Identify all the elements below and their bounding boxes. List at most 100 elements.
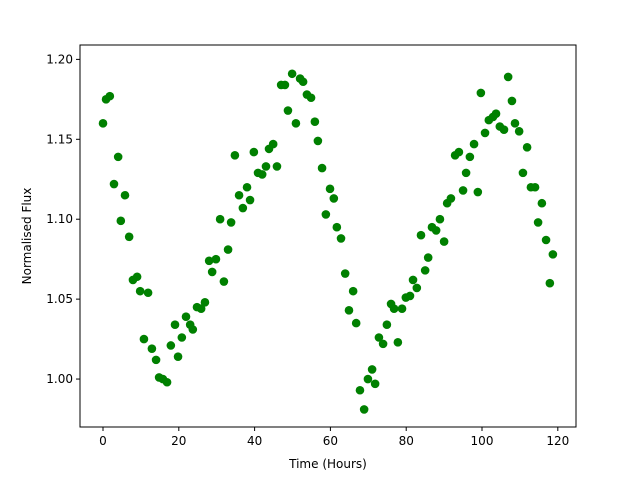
data-point xyxy=(507,96,517,106)
data-point xyxy=(325,184,335,194)
data-point xyxy=(230,150,240,160)
data-point xyxy=(257,170,267,179)
data-point xyxy=(306,93,316,103)
data-point xyxy=(370,379,380,389)
data-point xyxy=(219,277,229,286)
data-point xyxy=(249,147,259,157)
data-point xyxy=(348,286,358,296)
data-point xyxy=(105,91,115,101)
data-point xyxy=(215,214,225,224)
data-point xyxy=(461,168,471,178)
data-point xyxy=(317,163,327,173)
data-point xyxy=(245,195,255,205)
data-point xyxy=(120,190,130,200)
data-point xyxy=(510,119,520,128)
y-axis-label: Normalised Flux xyxy=(20,188,34,285)
plot-frame xyxy=(79,44,577,428)
x-tick-label: 120 xyxy=(546,434,569,448)
data-point xyxy=(533,218,543,227)
data-point xyxy=(355,385,365,395)
data-point xyxy=(211,254,221,264)
data-point xyxy=(416,230,426,240)
y-tick-label: 1.20 xyxy=(46,52,73,66)
data-point xyxy=(188,325,198,334)
data-point xyxy=(162,377,172,387)
data-point xyxy=(204,256,214,266)
data-point xyxy=(405,291,415,301)
data-point xyxy=(173,352,183,361)
data-point xyxy=(207,267,217,277)
data-point xyxy=(548,250,558,259)
data-point xyxy=(196,304,206,314)
data-point xyxy=(151,355,161,365)
data-point xyxy=(408,275,418,285)
data-point xyxy=(359,405,369,414)
data-point xyxy=(412,283,422,293)
data-point xyxy=(393,337,403,347)
data-point xyxy=(389,304,399,314)
data-point xyxy=(344,306,354,315)
data-point xyxy=(420,266,430,275)
data-point xyxy=(446,194,456,203)
data-point xyxy=(537,198,547,208)
data-point xyxy=(382,320,392,330)
data-point xyxy=(313,136,323,146)
data-point xyxy=(139,334,149,344)
data-point xyxy=(234,190,244,200)
data-point xyxy=(514,127,524,136)
data-point xyxy=(280,80,290,90)
data-point xyxy=(476,88,486,98)
x-tick-label: 60 xyxy=(323,434,338,448)
data-point xyxy=(272,162,282,171)
data-point xyxy=(435,214,445,224)
data-point xyxy=(367,365,377,374)
data-point xyxy=(545,278,555,288)
data-point xyxy=(321,210,331,219)
data-point xyxy=(287,69,297,79)
data-point xyxy=(298,77,308,87)
data-point xyxy=(113,152,123,162)
data-point xyxy=(261,162,271,171)
data-point xyxy=(223,245,233,254)
x-tick-label: 40 xyxy=(247,434,262,448)
data-point xyxy=(238,203,248,213)
data-point xyxy=(200,298,210,307)
data-point xyxy=(431,226,441,235)
data-point xyxy=(181,312,191,322)
data-point xyxy=(499,125,509,135)
x-tick-label: 0 xyxy=(99,434,107,448)
data-point xyxy=(491,109,501,119)
data-point xyxy=(518,168,528,178)
data-point xyxy=(530,182,540,192)
y-tick-label: 1.15 xyxy=(46,132,73,146)
data-point xyxy=(177,333,187,342)
data-point xyxy=(351,318,361,328)
data-point xyxy=(283,106,293,115)
data-point xyxy=(378,339,388,349)
data-point xyxy=(170,320,180,330)
data-point xyxy=(268,139,278,149)
data-point xyxy=(397,304,407,314)
data-point xyxy=(143,288,153,298)
data-point xyxy=(98,119,108,128)
data-point xyxy=(109,179,119,189)
x-tick-label: 20 xyxy=(171,434,186,448)
data-point xyxy=(541,235,551,245)
x-tick-label: 100 xyxy=(471,434,494,448)
data-point xyxy=(340,269,350,278)
data-point xyxy=(458,186,468,195)
data-point xyxy=(332,222,342,232)
data-point xyxy=(423,253,433,262)
x-tick-label: 80 xyxy=(399,434,414,448)
data-point xyxy=(166,341,176,350)
data-point xyxy=(469,139,479,149)
data-point xyxy=(116,216,126,226)
data-point xyxy=(465,152,475,162)
data-point xyxy=(291,119,301,128)
y-tick-label: 1.10 xyxy=(46,212,73,226)
y-tick-label: 1.05 xyxy=(46,292,73,306)
y-tick-label: 1.00 xyxy=(46,372,73,386)
data-point xyxy=(147,344,157,353)
data-point xyxy=(522,142,532,152)
